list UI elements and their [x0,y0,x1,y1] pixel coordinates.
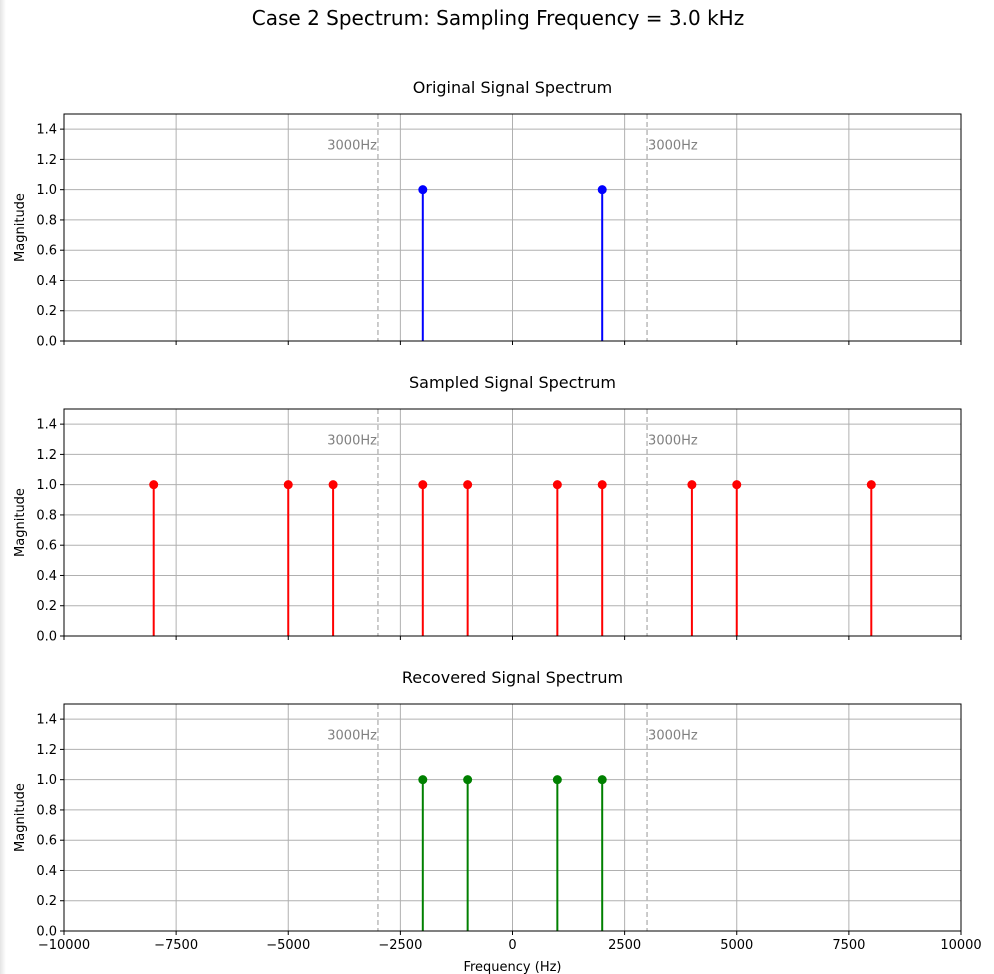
stems [149,480,876,636]
y-tick-label: 0.8 [36,213,57,228]
y-tick-label: 0.2 [36,304,57,319]
x-tick-label: −10000 [38,938,90,953]
stem-marker [597,185,607,195]
stem-marker [687,480,697,490]
stem-marker [418,480,428,490]
y-tick-label: 1.2 [36,448,57,463]
stem-marker [552,480,562,490]
reference-line-label: 3000Hz [648,433,698,448]
y-axis-label: Magnitude [13,193,28,262]
reference-line-label: 3000Hz [648,138,698,153]
stem-marker [552,775,562,785]
stem-marker [732,480,742,490]
x-axis [63,341,962,345]
x-tick-label: 2500 [608,938,641,953]
y-tick-label: 1.2 [36,743,57,758]
x-axis-label: Frequency (Hz) [463,960,561,974]
y-tick-label: 1.0 [36,478,57,493]
y-tick-label: 0.6 [36,539,57,554]
y-tick-label: 1.4 [36,418,57,433]
y-tick-label: 1.4 [36,123,57,138]
panel-title: Original Signal Spectrum [413,78,612,97]
y-tick-label: 0.0 [36,335,57,350]
stems [418,775,607,931]
y-tick-label: 1.0 [36,183,57,198]
y-tick-label: 1.0 [36,773,57,788]
y-tick-label: 0.6 [36,834,57,849]
reference-line-label: 3000Hz [327,433,377,448]
figure-title: Case 2 Spectrum: Sampling Frequency = 3.… [252,6,744,30]
x-tick-label: 0 [508,938,516,953]
x-tick-label: 10000 [940,938,981,953]
stem-marker [597,775,607,785]
y-tick-label: 0.4 [36,864,57,879]
x-axis [63,636,962,640]
reference-line-label: 3000Hz [648,728,698,743]
y-axis: 0.0 0.2 0.4 0.6 0.8 1.0 1.2 1.4 [36,713,64,940]
reference-line-label: 3000Hz [327,728,377,743]
y-tick-label: 1.2 [36,153,57,168]
x-tick-label: −2500 [378,938,422,953]
y-tick-label: 0.8 [36,803,57,818]
y-tick-label: 0.8 [36,508,57,523]
grid [64,704,961,931]
y-tick-label: 1.4 [36,713,57,728]
stem-marker [283,480,293,490]
y-tick-label: 0.2 [36,894,57,909]
stem-marker [597,480,607,490]
stem-marker [418,185,428,195]
y-axis: 0.0 0.2 0.4 0.6 0.8 1.0 1.2 1.4 [36,418,64,645]
stem-marker [149,480,159,490]
stem-marker [418,775,428,785]
y-tick-label: 0.4 [36,274,57,289]
x-axis: −10000 −7500 −5000 −2500 0 2500 5000 7500 10000 [38,931,982,953]
sampled-signal-spectrum-panel: 3000Hz 3000Hz 0.0 0.2 0.4 0.6 0.8 1.0 1.2 1.4 Samp… [13,373,962,645]
x-tick-label: −7500 [154,938,198,953]
recovered-signal-spectrum-panel: 3000Hz 3000Hz 0.0 0.2 0.4 0.6 0.8 1.0 1.2 1.4 −100… [13,668,982,974]
grid [64,114,961,341]
original-signal-spectrum-panel: 3000Hz 3000Hz 0.0 0.2 0.4 0.6 0.8 1.0 1.2 1.4 Orig… [13,78,962,350]
y-axis-label: Magnitude [13,488,28,557]
y-axis: 0.0 0.2 0.4 0.6 0.8 1.0 1.2 1.4 [36,123,64,350]
y-tick-label: 0.4 [36,569,57,584]
x-tick-label: 5000 [720,938,753,953]
stem-marker [328,480,338,490]
panel-title: Sampled Signal Spectrum [409,373,616,392]
stem-marker [463,480,473,490]
stem-marker [463,775,473,785]
y-tick-label: 0.2 [36,599,57,614]
stems [418,185,607,341]
y-tick-label: 0.0 [36,925,57,940]
stem-marker [866,480,876,490]
y-tick-label: 0.0 [36,630,57,645]
x-tick-label: 7500 [832,938,865,953]
reference-line-label: 3000Hz [327,138,377,153]
x-tick-label: −5000 [266,938,310,953]
y-axis-label: Magnitude [13,783,28,852]
panel-title: Recovered Signal Spectrum [402,668,623,687]
y-tick-label: 0.6 [36,244,57,259]
window-edge-shadow [0,0,6,974]
